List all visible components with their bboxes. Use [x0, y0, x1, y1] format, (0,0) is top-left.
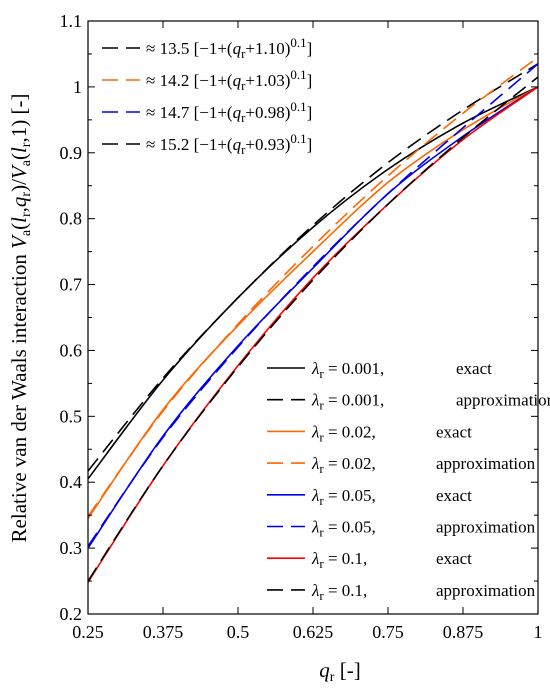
formula-text-2: ≈ 14.2 [−1+(qr+1.03)0.1] [146, 67, 312, 93]
legend-label-kind-5: exact [436, 486, 472, 505]
legend: λr = 0.001, exact λr = 0.001, approximation… [267, 359, 550, 603]
series-line-5 [88, 86, 538, 549]
legend-label-kind-3: exact [436, 422, 472, 441]
legend-label-4: λr = 0.02, [311, 454, 376, 476]
y-tick-label: 0.8 [60, 209, 83, 229]
formula-text-1: ≈ 13.5 [−1+(qr+1.10)0.1] [146, 35, 312, 61]
ticks-layer: 0.25 0.375 0.5 0.625 0.75 0.875 1 0.2 0.3 0.4 0.5 0… [60, 11, 543, 642]
y-tick-label: 0.2 [60, 604, 83, 624]
x-axis-title: qr [-] [319, 658, 360, 685]
series-line-1 [88, 86, 538, 480]
y-tick-label: 0.5 [60, 406, 83, 426]
formula-text-3: ≈ 14.7 [−1+(qr+0.98)0.1] [146, 99, 312, 125]
legend-label-kind-1: exact [456, 359, 492, 378]
y-tick-label: 0.7 [60, 275, 83, 295]
legend-label-3: λr = 0.02, [311, 422, 376, 444]
x-tick-label: 0.25 [72, 622, 104, 642]
legend-label-kind-4: approximation [436, 454, 536, 473]
legend-label-kind-8: approximation [436, 581, 536, 600]
series-line-6 [88, 63, 538, 547]
legend-label-6: λr = 0.05, [311, 518, 376, 540]
legend-label-kind-2: approximation [456, 391, 550, 410]
y-tick-label: 0.3 [60, 538, 83, 558]
x-tick-label: 0.375 [143, 622, 184, 642]
series-line-8 [88, 76, 538, 582]
series-line-4 [88, 56, 538, 517]
legend-label-5: λr = 0.05, [311, 486, 376, 508]
legend-label-2: λr = 0.001, [311, 391, 384, 413]
x-tick-label: 0.75 [372, 622, 404, 642]
y-tick-label: 0.4 [60, 472, 83, 492]
x-tick-label: 0.875 [443, 622, 484, 642]
legend-label-kind-7: exact [436, 549, 472, 568]
y-tick-label: 0.9 [60, 143, 83, 163]
legend-label-1: λr = 0.001, [311, 359, 384, 381]
x-tick-label: 0.5 [227, 622, 250, 642]
x-tick-label: 0.625 [293, 622, 334, 642]
y-tick-label: 0.6 [60, 340, 83, 360]
approx-formula-box: ≈ 13.5 [−1+(qr+1.10)0.1] ≈ 14.2 [−1+(qr+1… [102, 35, 312, 157]
y-tick-label: 1 [73, 77, 82, 97]
series-layer [88, 56, 538, 583]
legend-label-7: λr = 0.1, [311, 549, 367, 571]
legend-label-8: λr = 0.1, [311, 581, 367, 603]
formula-text-4: ≈ 15.2 [−1+(qr+0.93)0.1] [146, 131, 312, 157]
legend-label-kind-6: approximation [436, 518, 536, 537]
series-line-7 [88, 86, 538, 583]
y-axis-title: Relative van der Waals interaction Va(lr… [7, 94, 34, 543]
x-tick-label: 1 [534, 622, 543, 642]
y-tick-label: 1.1 [60, 11, 83, 31]
